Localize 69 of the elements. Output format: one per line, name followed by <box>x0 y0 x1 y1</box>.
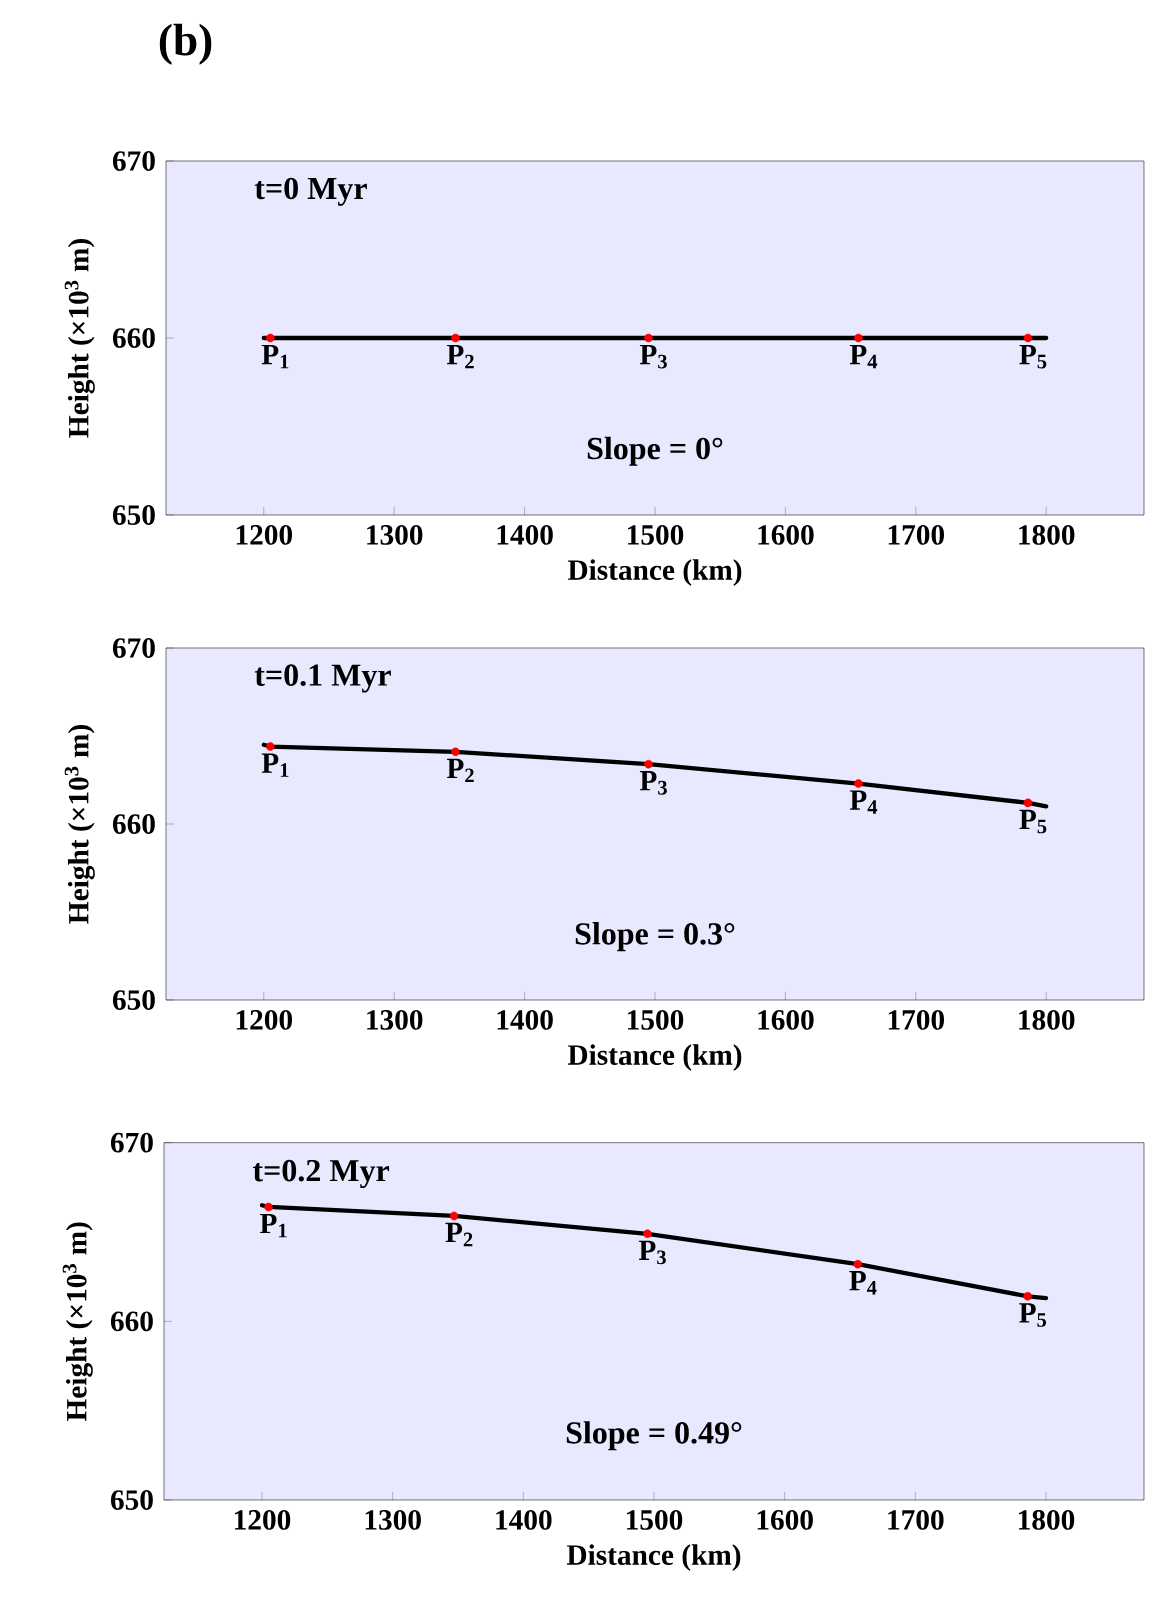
x-tick-label: 1700 <box>888 1510 944 1530</box>
y-tick-label: 660 <box>112 328 155 348</box>
annotation: P$_{4}$ <box>849 790 878 814</box>
y-tick-label: 650 <box>112 505 155 525</box>
annotation: P$_{2}$ <box>445 1222 473 1247</box>
x-tick-label: 1800 <box>1019 525 1075 545</box>
annotation: t=0 Myr <box>254 177 367 206</box>
y-tick-label: 650 <box>110 1490 153 1510</box>
annotation: t=0.1 Myr <box>254 664 391 693</box>
annotation: Slope = 0° <box>587 436 723 466</box>
x-tick-label: 1600 <box>757 1510 813 1530</box>
point <box>853 1259 863 1269</box>
x-tick-label: 1300 <box>367 1010 423 1030</box>
annotation: P$_{4}$ <box>849 344 878 369</box>
annotation: Slope = 0.3° <box>575 922 735 952</box>
x-tick-label: 1200 <box>236 525 293 545</box>
x-tick-label: 1200 <box>236 1010 293 1030</box>
annotation: P$_{2}$ <box>446 344 474 369</box>
y-tick-label: 670 <box>112 151 155 171</box>
x-tick-label: 1300 <box>367 525 423 545</box>
point <box>854 779 863 788</box>
annotation: P$_{5}$ <box>1019 809 1047 834</box>
annotation: Slope = 0.49° <box>566 1421 742 1451</box>
point <box>266 742 275 751</box>
annotation: P$_{1}$ <box>261 753 289 777</box>
y-tick-label: 660 <box>110 1311 153 1332</box>
x-tick-label: 1500 <box>628 525 684 545</box>
annotation: P$_{3}$ <box>639 771 667 795</box>
x-tick-label: 1200 <box>235 1510 291 1530</box>
point <box>264 1202 273 1212</box>
x-tick-label: 1300 <box>365 1510 421 1530</box>
annotation: P$_{3}$ <box>639 344 667 369</box>
annotation: P$_{2}$ <box>446 758 474 783</box>
x-axis-title: Distance (km) <box>567 1044 742 1071</box>
point <box>449 1211 459 1221</box>
x-tick-label: 1400 <box>497 525 553 545</box>
x-tick-label: 1400 <box>497 1010 553 1030</box>
y-tick-label: 660 <box>112 814 155 834</box>
x-tick-label: 1500 <box>627 1510 683 1530</box>
x-tick-label: 1700 <box>888 525 945 545</box>
annotation: P$_{4}$ <box>849 1271 877 1295</box>
x-tick-label: 1700 <box>888 1010 945 1030</box>
point <box>644 759 653 769</box>
point <box>643 1229 652 1239</box>
y-tick-label: 670 <box>112 638 155 658</box>
annotation: P$_{3}$ <box>638 1240 666 1265</box>
point <box>451 747 460 757</box>
annotation: P$_{1}$ <box>259 1213 287 1238</box>
line-series <box>259 1203 1049 1301</box>
chart-title: (b) <box>159 23 212 65</box>
point <box>1023 1292 1032 1301</box>
point <box>1023 798 1033 808</box>
y-tick-label: 670 <box>110 1132 153 1153</box>
x-tick-label: 1600 <box>758 1010 814 1030</box>
x-axis-title: Distance (km) <box>566 1544 741 1571</box>
x-tick-label: 1600 <box>758 525 814 545</box>
x-tick-label: 1800 <box>1019 1010 1075 1030</box>
x-axis-title: Distance (km) <box>567 559 742 586</box>
y-axis-title: Height (×10$^{3}$ m) <box>62 1222 93 1421</box>
x-tick-label: 1500 <box>628 1010 684 1030</box>
x-tick-label: 1800 <box>1019 1510 1075 1530</box>
annotation: P$_{1}$ <box>261 344 289 369</box>
annotation: P$_{5}$ <box>1019 344 1047 369</box>
annotation: t=0.2 Myr <box>252 1159 390 1188</box>
x-tick-label: 1400 <box>496 1510 552 1530</box>
annotation: P$_{5}$ <box>1019 1303 1047 1327</box>
y-tick-label: 650 <box>112 990 155 1010</box>
y-axis-title: Height (×10$^{3}$ m) <box>64 725 95 924</box>
y-axis-title: Height (×10$^{3}$ m) <box>64 239 95 438</box>
